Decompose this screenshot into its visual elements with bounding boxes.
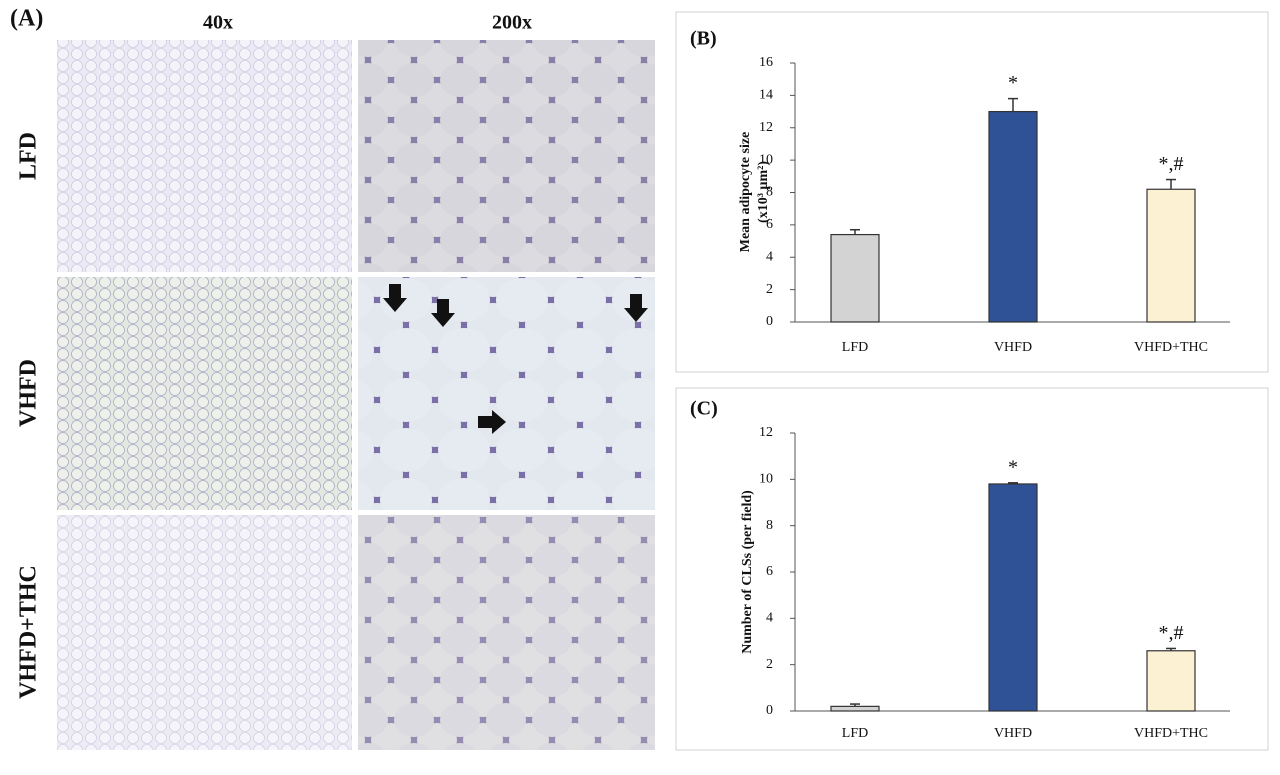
bar (1146, 188, 1196, 323)
x-tick-label: VHFD (994, 726, 1032, 741)
micrograph (57, 277, 352, 510)
bar (830, 705, 880, 712)
micrograph (358, 40, 655, 272)
y-tick-label: 12 (759, 120, 773, 135)
chart-title: (B) (690, 28, 717, 50)
column-header: 40x (203, 12, 233, 34)
y-tick-label: 0 (766, 703, 773, 718)
y-tick-label: 4 (766, 611, 773, 626)
y-tick-label: 16 (759, 55, 773, 70)
bar (988, 483, 1038, 712)
y-tick-label: 0 (766, 314, 773, 329)
y-axis-label: Number of CLSs (per field) (740, 490, 755, 654)
significance-label: * (1008, 456, 1018, 478)
row-header: VHFD+THC (16, 565, 42, 699)
y-tick-label: 6 (766, 217, 773, 232)
bar (988, 110, 1038, 323)
row-header: LFD (16, 132, 42, 180)
bar (830, 233, 880, 323)
y-axis-label: (x10³ µm²) (756, 161, 771, 223)
y-tick-label: 14 (759, 88, 773, 103)
chart-title: (C) (690, 398, 718, 420)
chart-frame (675, 11, 1269, 373)
x-tick-label: VHFD+THC (1134, 340, 1208, 355)
y-tick-label: 2 (766, 657, 773, 672)
chart-frame (675, 387, 1269, 751)
x-tick-label: LFD (842, 340, 868, 355)
y-tick-label: 12 (759, 425, 773, 440)
micrograph (57, 40, 352, 272)
y-tick-label: 10 (759, 472, 773, 487)
y-tick-label: 10 (759, 152, 773, 167)
significance-label: *,# (1159, 622, 1184, 644)
row-header: VHFD (16, 359, 42, 427)
arrows (383, 284, 648, 434)
y-tick-label: 2 (766, 282, 773, 297)
y-tick-label: 6 (766, 564, 773, 579)
y-axis-label: Mean adipocyte size (738, 132, 753, 253)
y-tick-label: 4 (766, 249, 773, 264)
x-tick-label: LFD (842, 726, 868, 741)
micrograph (358, 515, 655, 750)
significance-label: *,# (1159, 153, 1184, 175)
significance-label: * (1008, 72, 1018, 94)
column-header: 200x (492, 12, 532, 34)
bar (1146, 650, 1196, 712)
panel-label: (A) (10, 6, 43, 32)
x-tick-label: VHFD (994, 340, 1032, 355)
x-tick-label: VHFD+THC (1134, 726, 1208, 741)
micrograph (358, 277, 655, 510)
y-tick-label: 8 (766, 185, 773, 200)
y-tick-label: 8 (766, 518, 773, 533)
micrograph (57, 515, 352, 750)
